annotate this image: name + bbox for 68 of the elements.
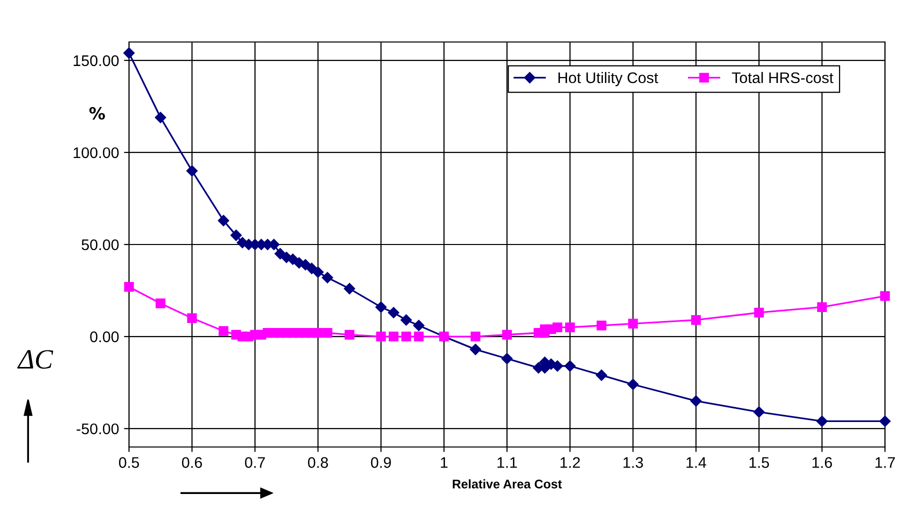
x-tick-label: 1.4 bbox=[686, 457, 706, 468]
point bbox=[552, 360, 564, 372]
point bbox=[401, 332, 412, 342]
point bbox=[753, 406, 765, 418]
x-tick-label: 1.3 bbox=[624, 457, 643, 468]
point bbox=[230, 230, 242, 241]
legend-label: Total HRS-cost bbox=[732, 72, 834, 84]
point bbox=[413, 320, 424, 332]
legend-label: Hot Utility Cost bbox=[558, 72, 658, 86]
point bbox=[376, 332, 386, 342]
point bbox=[690, 395, 702, 407]
point bbox=[388, 307, 400, 318]
point bbox=[313, 328, 323, 338]
point bbox=[186, 165, 198, 176]
x-tick-label: 0.8 bbox=[308, 457, 328, 468]
point bbox=[414, 332, 424, 342]
point bbox=[627, 378, 639, 390]
point bbox=[306, 262, 318, 274]
point bbox=[154, 112, 166, 124]
point bbox=[552, 322, 562, 332]
point bbox=[564, 360, 576, 372]
point bbox=[879, 416, 891, 427]
text: % bbox=[89, 107, 105, 120]
point bbox=[596, 320, 606, 330]
point bbox=[817, 302, 827, 312]
point bbox=[300, 259, 312, 270]
point bbox=[400, 314, 412, 326]
point bbox=[470, 332, 480, 342]
point bbox=[388, 332, 398, 342]
point bbox=[691, 315, 701, 325]
x-axis-title: Relative Area Cost bbox=[452, 479, 562, 488]
text: ΔC bbox=[17, 350, 54, 369]
x-tick-label: 0.6 bbox=[182, 457, 202, 468]
x-tick-label: 0.5 bbox=[118, 457, 139, 468]
x-tick-label: 1.7 bbox=[876, 457, 895, 468]
point bbox=[344, 330, 354, 340]
point bbox=[156, 298, 166, 308]
point bbox=[322, 328, 332, 338]
y-tick-label: 100.00 bbox=[74, 147, 119, 158]
x-tick-label: 1 bbox=[440, 457, 448, 468]
point bbox=[754, 308, 764, 318]
y-tick-label: 150.00 bbox=[74, 55, 119, 66]
point bbox=[124, 282, 134, 292]
point bbox=[816, 416, 828, 427]
point bbox=[312, 266, 324, 278]
point bbox=[322, 272, 334, 284]
x-tick-label: 0.9 bbox=[370, 457, 391, 468]
x-tick-label: 1.6 bbox=[812, 457, 832, 468]
y-tick-label: -50.00 bbox=[76, 423, 119, 434]
point bbox=[344, 283, 356, 294]
point bbox=[123, 47, 135, 59]
point bbox=[596, 370, 608, 381]
point bbox=[565, 322, 575, 332]
x-tick-label: 1.5 bbox=[750, 457, 769, 468]
point bbox=[218, 326, 228, 336]
x-tick-label: 1.1 bbox=[498, 457, 517, 468]
x-tick-label: 0.7 bbox=[244, 457, 265, 468]
point bbox=[375, 301, 387, 313]
y-tick-label: 0.00 bbox=[90, 331, 119, 342]
y-tick-label: 50.00 bbox=[82, 239, 119, 250]
point bbox=[470, 344, 482, 356]
point bbox=[502, 330, 512, 340]
point bbox=[218, 214, 230, 226]
point bbox=[501, 353, 513, 364]
point bbox=[628, 318, 638, 329]
point bbox=[880, 291, 890, 301]
point bbox=[187, 313, 197, 323]
x-tick-label: 1.2 bbox=[560, 457, 580, 468]
